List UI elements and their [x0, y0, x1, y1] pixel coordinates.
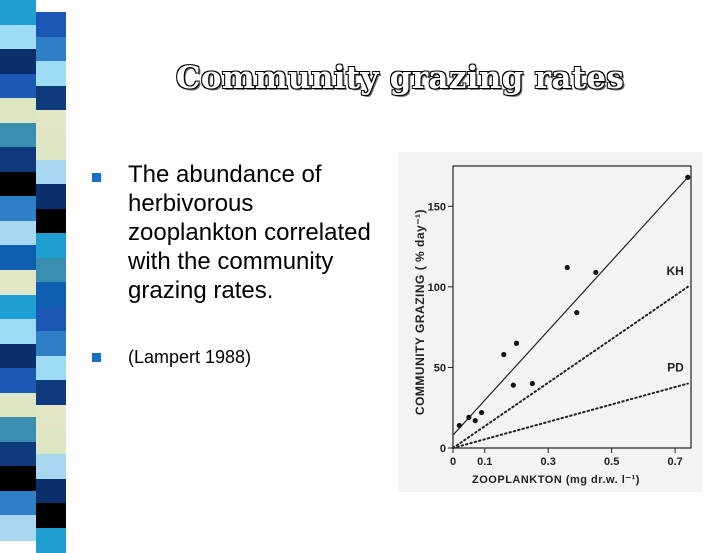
strip-segment: [0, 490, 36, 517]
strip-segment: [36, 306, 66, 333]
strip-segment: [36, 184, 66, 210]
strip-segment: [36, 85, 66, 112]
regression-line-dotted: [452, 285, 689, 449]
strip-segment: [0, 24, 36, 51]
strip-segment: [36, 36, 66, 63]
line-label: PD: [667, 361, 684, 375]
strip-segment: [0, 147, 36, 173]
strip-segment: [0, 270, 36, 296]
strip-segment: [36, 282, 66, 308]
strip-segment: [36, 159, 66, 186]
data-point: [574, 310, 580, 316]
strip-segment: [0, 417, 36, 443]
strip-segment: [36, 331, 66, 357]
strip-segment: [0, 98, 36, 124]
strip-segment: [0, 441, 36, 468]
y-axis-label: COMMUNITY GRAZING ( % day⁻¹): [413, 209, 427, 415]
data-point: [456, 422, 462, 429]
square-bullet-icon: [92, 173, 101, 182]
data-point: [478, 409, 485, 416]
y-tick-label: 50: [434, 362, 446, 374]
grazing-chart: 0 0.1 0.3 0.5 0.7 0 50 100 150 KH PD COMMUNITY GRA…: [398, 152, 702, 492]
data-point: [510, 382, 516, 388]
strip-segment: [36, 233, 66, 259]
strip-segment: [36, 110, 66, 136]
y-tick-label: 150: [428, 201, 446, 213]
strip-segment: [36, 429, 66, 456]
strip-segment: [36, 527, 66, 553]
strip-segment: [36, 208, 66, 235]
strip-segment: [0, 515, 36, 541]
figure-background: [398, 152, 702, 492]
strip-segment: [0, 245, 36, 271]
strip-segment: [36, 61, 66, 87]
strip-segment: [0, 0, 36, 26]
square-bullet-icon: [92, 353, 101, 362]
data-point: [564, 264, 570, 271]
scanned-figure: 0 0.1 0.3 0.5 0.7 0 50 100 150 KH PD COMMUNITY GRA…: [398, 152, 702, 492]
line-label: KH: [666, 264, 683, 278]
strip-segment: [0, 319, 36, 345]
strip-segment: [36, 257, 66, 284]
strip-segment: [0, 343, 36, 370]
strip-segment: [0, 294, 36, 321]
x-tick-label: 0.5: [604, 456, 619, 468]
data-point: [501, 351, 507, 358]
strip-segment: [36, 355, 66, 382]
strip-segment: [0, 196, 36, 222]
data-point: [513, 340, 520, 346]
plot-frame: [452, 165, 692, 449]
bullet-item: The abundance of herbivorous zooplankton…: [90, 160, 380, 305]
strip-segment: [0, 466, 36, 492]
bullet-list: The abundance of herbivorous zooplankton…: [90, 160, 380, 369]
y-tick-label: 0: [440, 443, 446, 455]
x-tick-label: 0.7: [667, 456, 682, 468]
strip-segment: [0, 220, 36, 247]
data-point: [685, 174, 691, 180]
strip-segment: [36, 12, 66, 38]
strip-segment: [0, 73, 36, 100]
x-axis-label: ZOOPLANKTON (mg dr.w. l⁻¹): [472, 474, 640, 486]
strip-segment: [36, 380, 66, 406]
x-tick-label: 0.1: [477, 456, 492, 468]
strip-segment: [36, 454, 66, 480]
strip-segment: [0, 171, 36, 198]
strip-segment: [0, 368, 36, 394]
decorative-color-strip: [0, 0, 66, 553]
strip-segment: [36, 503, 66, 529]
strip-segment: [0, 392, 36, 419]
bullet-text: (Lampert 1988): [128, 347, 252, 367]
strip-segment: [0, 49, 36, 75]
bullet-item: (Lampert 1988): [90, 345, 380, 369]
strip-segment: [36, 478, 66, 505]
data-point: [529, 380, 535, 387]
x-tick-label: 0.3: [541, 456, 556, 468]
strip-segment: [0, 122, 36, 149]
data-point: [593, 269, 599, 275]
data-point: [472, 418, 478, 424]
regression-line-dotted: [452, 382, 689, 449]
bullet-text: The abundance of herbivorous zooplankton…: [128, 161, 371, 304]
strip-segment: [36, 135, 66, 161]
strip-segment: [36, 405, 66, 431]
regression-line-solid: [452, 176, 689, 436]
x-tick-label: 0: [450, 456, 456, 468]
slide-title: Community grazing rates: [175, 60, 625, 96]
y-tick-label: 100: [428, 282, 446, 294]
data-point: [466, 414, 472, 420]
